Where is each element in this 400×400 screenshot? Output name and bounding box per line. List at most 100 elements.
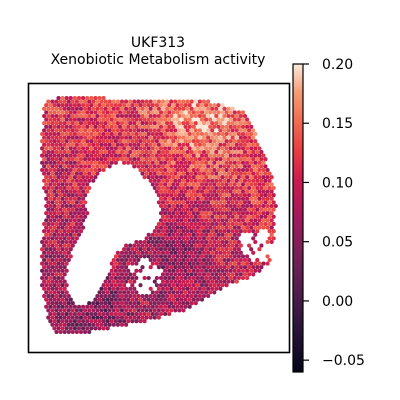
tissue-spot xyxy=(181,121,186,126)
tissue-spot xyxy=(230,178,235,183)
tissue-spot xyxy=(234,214,239,219)
tissue-spot xyxy=(54,322,59,327)
tissue-spot xyxy=(193,200,198,205)
tissue-spot xyxy=(70,171,75,176)
tissue-spot xyxy=(165,272,170,277)
tissue-spot xyxy=(66,293,71,299)
tissue-spot xyxy=(216,146,221,151)
tissue-spot xyxy=(173,265,178,270)
tissue-spot xyxy=(197,193,202,198)
tissue-spot xyxy=(78,329,84,335)
tissue-spot xyxy=(58,221,63,227)
tissue-spot xyxy=(58,293,63,299)
tissue-spot xyxy=(212,110,217,115)
tissue-spot xyxy=(107,279,112,284)
tissue-spot xyxy=(160,164,166,169)
tissue-spot xyxy=(201,265,207,270)
tissue-spot xyxy=(113,311,118,317)
tissue-spot xyxy=(167,153,172,158)
tissue-spot xyxy=(60,131,65,137)
tissue-spot xyxy=(64,160,69,165)
tissue-spot xyxy=(148,128,153,133)
tissue-spot xyxy=(140,250,145,255)
colorbar-tick-label: 0.15 xyxy=(322,116,353,132)
tissue-spot xyxy=(138,311,143,317)
tissue-spot xyxy=(60,232,65,237)
tissue-spot xyxy=(42,229,47,234)
tissue-spot xyxy=(154,275,159,281)
tissue-spot xyxy=(42,272,47,277)
tissue-spot xyxy=(89,131,94,137)
tissue-spot xyxy=(199,189,205,194)
tissue-spot xyxy=(247,157,252,162)
tissue-spot xyxy=(201,221,207,227)
tissue-spot xyxy=(42,149,47,155)
tissue-spot xyxy=(189,113,194,119)
tissue-spot xyxy=(185,171,190,176)
tissue-spot xyxy=(195,254,200,259)
tissue-spot xyxy=(107,121,112,126)
tissue-spot xyxy=(66,243,71,248)
tissue-spot xyxy=(83,315,88,320)
tissue-spot xyxy=(62,221,67,227)
tissue-spot xyxy=(167,232,172,237)
tissue-spot xyxy=(136,293,141,299)
tissue-spot xyxy=(228,175,233,180)
tissue-spot xyxy=(50,207,55,212)
tissue-spot xyxy=(62,185,67,191)
tissue-spot xyxy=(185,279,190,284)
tissue-spot xyxy=(230,185,235,191)
tissue-spot xyxy=(89,146,94,151)
tissue-spot xyxy=(251,272,256,277)
tissue-spot xyxy=(187,239,192,245)
tissue-spot xyxy=(60,211,65,216)
tissue-spot xyxy=(183,146,188,151)
tissue-spot xyxy=(158,275,164,281)
tissue-spot xyxy=(173,157,178,162)
tissue-spot xyxy=(158,211,164,216)
tissue-spot xyxy=(240,254,246,259)
tissue-spot xyxy=(113,319,118,324)
tissue-spot xyxy=(134,261,139,266)
tissue-spot xyxy=(206,207,211,212)
tissue-spot xyxy=(70,236,75,241)
tissue-spot xyxy=(181,149,186,155)
tissue-spot xyxy=(181,221,186,227)
tissue-spot xyxy=(107,128,112,133)
tissue-spot xyxy=(216,218,221,223)
tissue-spot xyxy=(54,236,59,241)
tissue-spot xyxy=(160,113,166,119)
tissue-spot xyxy=(220,225,225,230)
tissue-spot xyxy=(154,290,159,295)
tissue-spot xyxy=(222,229,227,234)
tissue-spot xyxy=(81,139,86,144)
tissue-spot xyxy=(87,164,92,169)
tissue-spot xyxy=(177,106,182,111)
tissue-spot xyxy=(113,275,118,281)
tissue-spot xyxy=(122,146,127,151)
chart-title-line-1: UKF313 xyxy=(130,35,186,51)
tissue-spot xyxy=(44,203,49,209)
tissue-spot xyxy=(171,167,176,173)
tissue-spot xyxy=(60,189,65,194)
tissue-spot xyxy=(150,124,155,129)
tissue-spot xyxy=(208,196,213,201)
tissue-spot xyxy=(46,149,51,155)
tissue-spot xyxy=(158,103,164,108)
tissue-spot xyxy=(54,329,59,335)
tissue-spot xyxy=(72,304,77,309)
tissue-spot xyxy=(181,157,186,162)
tissue-spot xyxy=(169,113,174,119)
tissue-spot xyxy=(156,149,161,155)
tissue-spot xyxy=(48,153,53,158)
tissue-spot xyxy=(101,167,106,173)
tissue-spot xyxy=(115,265,120,270)
tissue-spot xyxy=(193,157,198,162)
tissue-spot xyxy=(134,146,139,151)
tissue-spot xyxy=(163,160,168,165)
tissue-spot xyxy=(210,272,215,277)
tissue-spot xyxy=(228,261,233,266)
tissue-spot xyxy=(191,283,196,288)
tissue-spot xyxy=(193,99,198,104)
tissue-spot xyxy=(152,142,157,147)
